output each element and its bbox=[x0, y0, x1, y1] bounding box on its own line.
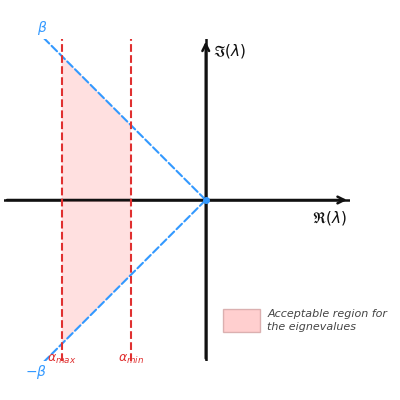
Text: $\beta$: $\beta$ bbox=[37, 19, 47, 37]
Text: the eignevalues: the eignevalues bbox=[267, 322, 356, 332]
FancyBboxPatch shape bbox=[223, 310, 260, 332]
Text: $\alpha_{max}$: $\alpha_{max}$ bbox=[47, 353, 76, 366]
Text: $\mathfrak{I}(\lambda)$: $\mathfrak{I}(\lambda)$ bbox=[213, 42, 246, 60]
Text: $\alpha_{min}$: $\alpha_{min}$ bbox=[118, 353, 144, 366]
Text: $-\beta$: $-\beta$ bbox=[25, 363, 47, 381]
Polygon shape bbox=[62, 56, 131, 344]
Text: $\mathfrak{R}(\lambda)$: $\mathfrak{R}(\lambda)$ bbox=[312, 209, 347, 227]
Text: Acceptable region for: Acceptable region for bbox=[267, 310, 387, 320]
